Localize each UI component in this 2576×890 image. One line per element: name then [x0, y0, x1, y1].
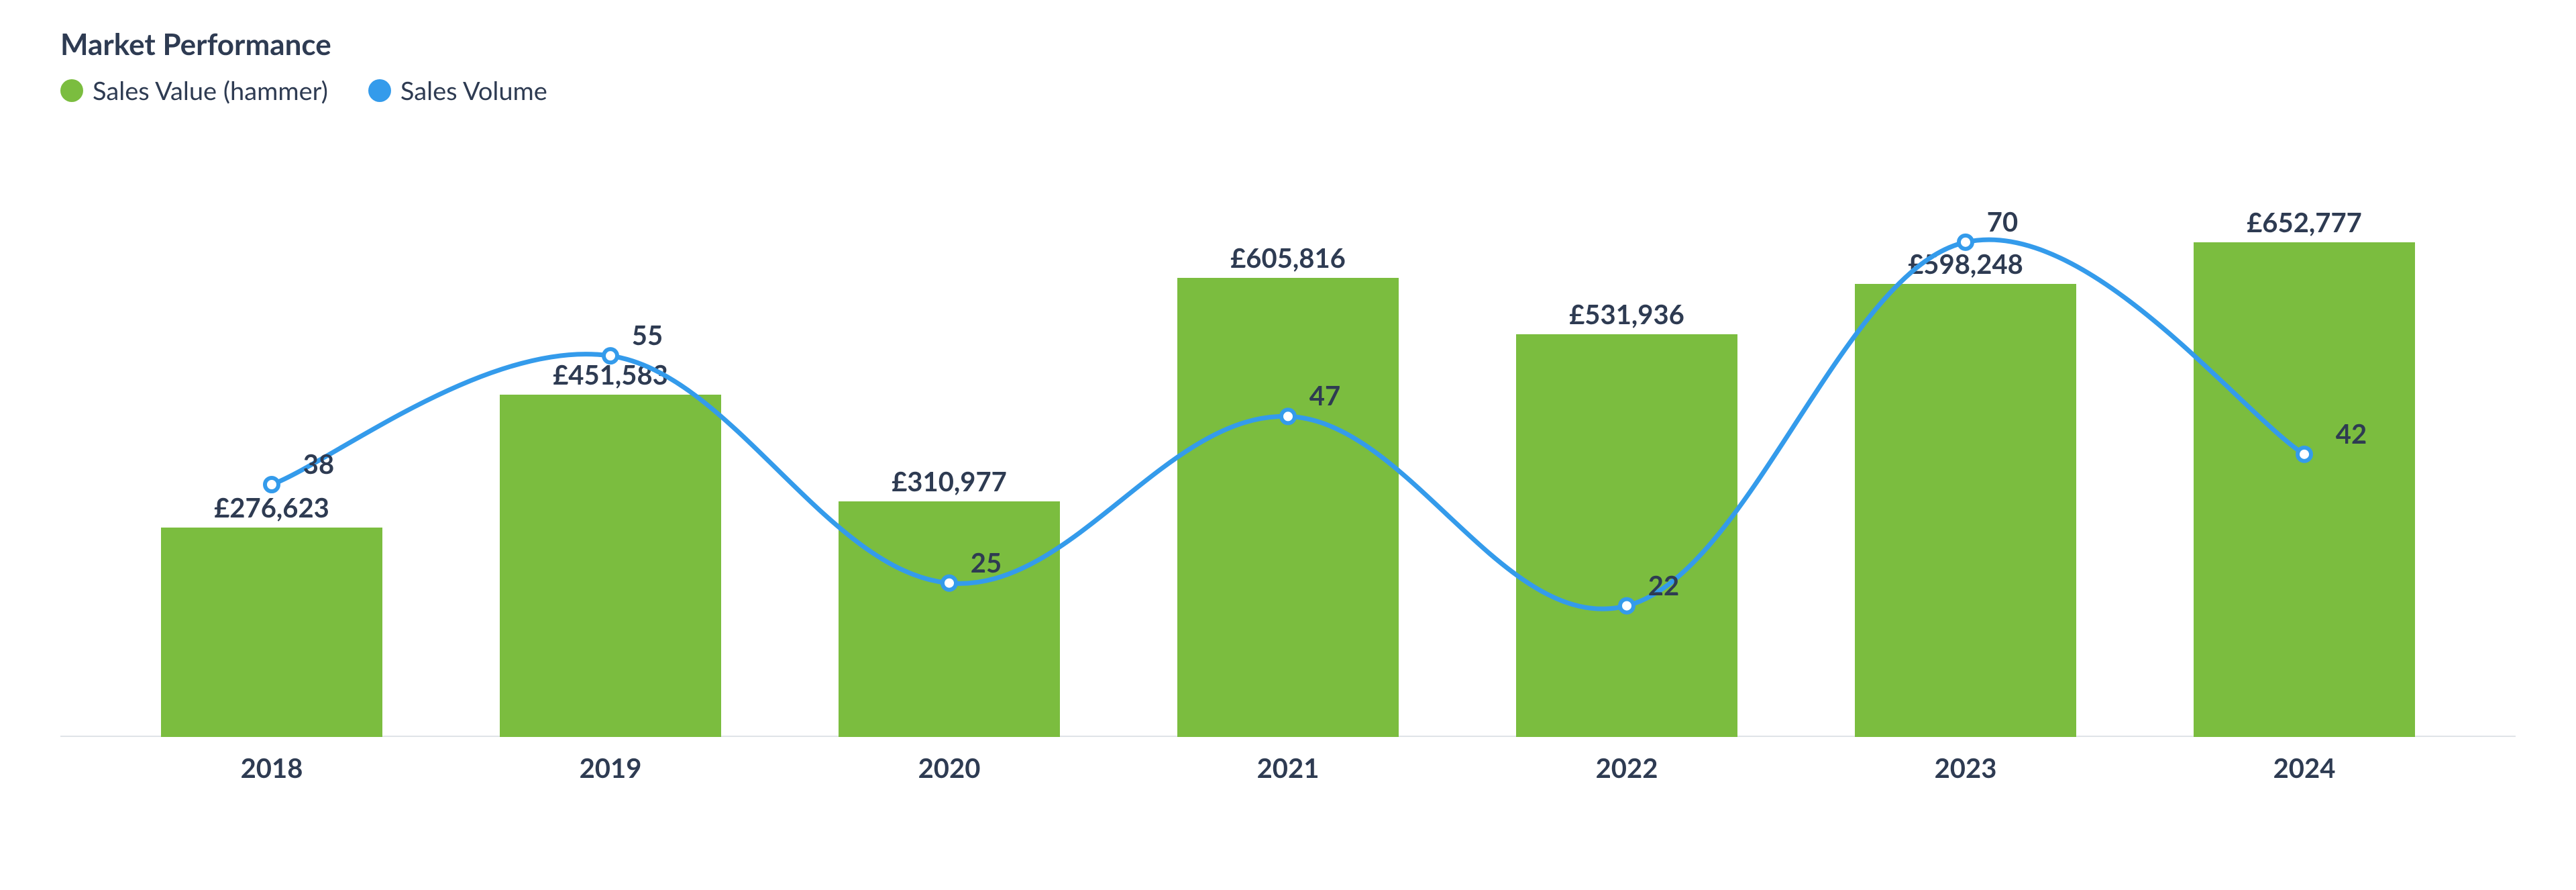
- line-marker[interactable]: [265, 478, 278, 491]
- line-value-label: 47: [1309, 379, 1340, 411]
- x-axis-label: 2024: [2273, 752, 2336, 784]
- chart-legend: Sales Value (hammer) Sales Volume: [60, 75, 2516, 106]
- bar[interactable]: £276,623: [161, 528, 382, 737]
- line-value-label: 42: [2336, 417, 2367, 450]
- line-value-label: 55: [632, 319, 663, 351]
- bar-value-label: £451,583: [500, 358, 721, 391]
- line-value-label: 22: [1648, 569, 1679, 601]
- bar-value-label: £598,248: [1855, 248, 2076, 280]
- x-axis-label: 2022: [1596, 752, 1658, 784]
- bar[interactable]: £451,583: [500, 395, 721, 737]
- legend-item-line[interactable]: Sales Volume: [368, 75, 547, 106]
- bar-value-label: £276,623: [161, 491, 382, 524]
- bar-value-label: £652,777: [2194, 206, 2415, 238]
- line-value-label: 25: [971, 546, 1002, 579]
- bar-value-label: £310,977: [839, 465, 1060, 497]
- legend-swatch-line: [368, 79, 391, 102]
- x-axis-label: 2019: [580, 752, 642, 784]
- bar[interactable]: £531,936: [1516, 334, 1737, 737]
- bar-value-label: £605,816: [1177, 242, 1399, 274]
- x-axis-label: 2023: [1935, 752, 1997, 784]
- legend-label-bar: Sales Value (hammer): [93, 75, 328, 106]
- bar[interactable]: £605,816: [1177, 278, 1399, 737]
- plot-area: £276,623 2018 £451,583 2019 £310,977 2020 £605…: [60, 126, 2516, 797]
- line-marker[interactable]: [1959, 236, 1972, 249]
- bar[interactable]: £598,248: [1855, 284, 2076, 737]
- bar[interactable]: £652,777: [2194, 242, 2415, 737]
- legend-item-bar[interactable]: Sales Value (hammer): [60, 75, 328, 106]
- bar-value-label: £531,936: [1516, 298, 1737, 330]
- legend-swatch-bar: [60, 79, 83, 102]
- market-performance-chart: Market Performance Sales Value (hammer) …: [0, 0, 2576, 890]
- line-value-label: 70: [1987, 205, 2018, 238]
- chart-title: Market Performance: [60, 27, 2516, 62]
- legend-label-line: Sales Volume: [400, 75, 547, 106]
- bar[interactable]: £310,977: [839, 501, 1060, 737]
- line-value-label: 38: [303, 448, 334, 480]
- x-axis-label: 2021: [1257, 752, 1320, 784]
- x-axis-label: 2018: [241, 752, 303, 784]
- x-axis-label: 2020: [918, 752, 981, 784]
